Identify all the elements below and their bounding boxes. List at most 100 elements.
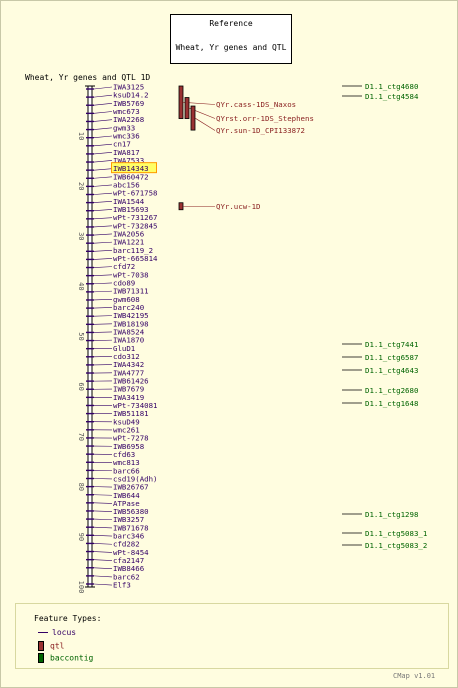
marker-label[interactable]: cfd72 (113, 262, 135, 271)
marker-label[interactable]: IWA4777 (113, 368, 144, 377)
contig-label[interactable]: D1.1_ctg1648 (365, 399, 418, 408)
marker-label[interactable]: barc62 (113, 572, 140, 581)
chromosome-bar[interactable] (87, 85, 93, 588)
marker-label[interactable]: IWB56380 (113, 507, 149, 516)
marker-label[interactable]: IWA817 (113, 148, 140, 157)
marker-label[interactable]: Elf3 (113, 581, 131, 590)
marker-label[interactable]: IWB71678 (113, 523, 149, 532)
marker-label[interactable]: IWA2268 (113, 115, 144, 124)
marker-label[interactable]: IWB7679 (113, 385, 144, 394)
marker-label[interactable]: barc119_2 (113, 246, 153, 255)
marker-label[interactable]: cdo89 (113, 278, 135, 287)
marker-label[interactable]: IWB6958 (113, 442, 144, 451)
marker-label[interactable]: wmc673 (113, 107, 140, 116)
reference-subtitle[interactable]: Wheat, Yr genes and QTL (175, 43, 287, 52)
marker-label[interactable]: wPt-671758 (113, 189, 158, 198)
marker-label[interactable]: wPt-7278 (113, 434, 149, 443)
marker-label[interactable]: cfd63 (113, 450, 135, 459)
marker-label[interactable]: barc240 (113, 303, 144, 312)
qtl-label[interactable]: QYrst.orr-1DS_Stephens (216, 114, 314, 123)
contig-label[interactable]: D1.1_ctg7441 (365, 340, 418, 349)
contig-label[interactable]: D1.1_ctg5083_1 (365, 529, 427, 538)
map-title[interactable]: Wheat, Yr genes and QTL 1D (25, 73, 151, 82)
marker-label[interactable]: cn17 (113, 140, 131, 149)
contig-label[interactable]: D1.1_ctg1298 (365, 510, 418, 519)
marker-label[interactable]: cdo312 (113, 352, 140, 361)
marker-label[interactable]: IWB60472 (113, 172, 149, 181)
marker-label[interactable]: cfd282 (113, 540, 140, 549)
marker-label[interactable]: barc346 (113, 532, 144, 541)
marker-label[interactable]: IWA4342 (113, 360, 144, 369)
marker-label[interactable]: wmc336 (113, 131, 140, 140)
marker-connector (93, 315, 113, 317)
marker-label[interactable]: wmc261 (113, 425, 140, 434)
marker-label[interactable]: IWB61426 (113, 376, 149, 385)
marker-label[interactable]: IWB51181 (113, 409, 149, 418)
marker-label[interactable]: wPt-8454 (113, 548, 149, 557)
qtl-connector (194, 117, 216, 131)
marker-connector (93, 543, 113, 545)
contig-label[interactable]: D1.1_ctg4643 (365, 366, 418, 375)
marker-label[interactable]: IWB5769 (113, 99, 144, 108)
marker-label[interactable]: IWA3419 (113, 393, 144, 402)
marker-label[interactable]: IWA8524 (113, 327, 145, 336)
marker-label[interactable]: IWB71311 (113, 287, 149, 296)
marker-label[interactable]: IWB26767 (113, 483, 149, 492)
marker-connector (93, 307, 113, 309)
marker-connector (93, 86, 113, 90)
marker-label[interactable]: IWB18198 (113, 319, 149, 328)
marker-label[interactable]: ksuD49 (113, 417, 140, 426)
legend: Feature Types: locus qtl baccontig (15, 603, 449, 669)
marker-label[interactable]: IWA3125 (113, 83, 144, 92)
reference-box[interactable]: Reference Wheat, Yr genes and QTL (170, 14, 292, 64)
marker-label[interactable]: abc156 (113, 180, 140, 189)
marker-label[interactable]: cfa2147 (113, 556, 144, 565)
marker-label[interactable]: csd19(Adh) (113, 474, 158, 483)
qtl-label[interactable]: QYr.ucw-1D (216, 202, 261, 211)
marker-connector (93, 233, 113, 236)
axis-tick-label: 80 (77, 483, 85, 491)
contig-label[interactable]: D1.1_ctg4584 (365, 92, 419, 101)
marker-label[interactable]: gwm33 (113, 123, 135, 132)
contig-label[interactable]: D1.1_ctg5083_2 (365, 541, 427, 550)
qtl-box[interactable] (178, 85, 184, 119)
marker-label[interactable]: IWA1870 (113, 336, 144, 345)
marker-label[interactable]: IWB8466 (113, 564, 144, 573)
marker-label[interactable]: IWB14343 (113, 164, 149, 173)
marker-label[interactable]: wPt-732845 (113, 221, 158, 230)
marker-label[interactable]: wPt-731267 (113, 213, 158, 222)
contig-label[interactable]: D1.1_ctg6587 (365, 353, 418, 362)
marker-connector (93, 298, 113, 301)
marker-label[interactable]: IWA1221 (113, 238, 144, 247)
marker-label[interactable]: IWA2056 (113, 229, 144, 238)
qtl-box[interactable] (178, 202, 184, 211)
axis-tick-label: 70 (77, 432, 85, 440)
marker-label[interactable]: GluD1 (113, 344, 135, 353)
marker-label[interactable]: wPt-7038 (113, 270, 149, 279)
marker-label[interactable]: IWA1544 (113, 197, 145, 206)
marker-label[interactable]: wPt-734081 (113, 401, 158, 410)
marker-label[interactable]: ATPase (113, 499, 140, 508)
legend-label-locus: locus (52, 628, 77, 637)
marker-label[interactable]: ksuD14.2 (113, 91, 149, 100)
marker-label[interactable]: IWB15693 (113, 205, 149, 214)
footer-version: CMap v1.01 (393, 672, 436, 680)
marker-connector (93, 217, 113, 220)
qtl-box[interactable] (184, 97, 190, 119)
qtl-label[interactable]: QYr.sun-1D_CPI133872 (216, 126, 305, 135)
contig-label[interactable]: D1.1_ctg2680 (365, 386, 418, 395)
qtl-label[interactable]: QYr.cass-1DS_Naxos (216, 100, 296, 109)
contig-label[interactable]: D1.1_ctg4680 (365, 82, 418, 91)
marker-label[interactable]: IWB3257 (113, 515, 144, 524)
qtl-box[interactable] (190, 105, 196, 131)
marker-label[interactable]: IWB644 (113, 491, 140, 500)
marker-label[interactable]: IWB42195 (113, 311, 149, 320)
marker-label[interactable]: wmc813 (113, 458, 140, 467)
marker-label[interactable]: IWA7533 (113, 156, 144, 165)
marker-label[interactable]: wPt-665814 (113, 254, 158, 263)
marker-label[interactable]: gwm608 (113, 295, 140, 304)
chromosome-1D[interactable] (85, 85, 95, 588)
marker-connector (93, 510, 113, 512)
marker-label[interactable]: barc66 (113, 466, 140, 475)
